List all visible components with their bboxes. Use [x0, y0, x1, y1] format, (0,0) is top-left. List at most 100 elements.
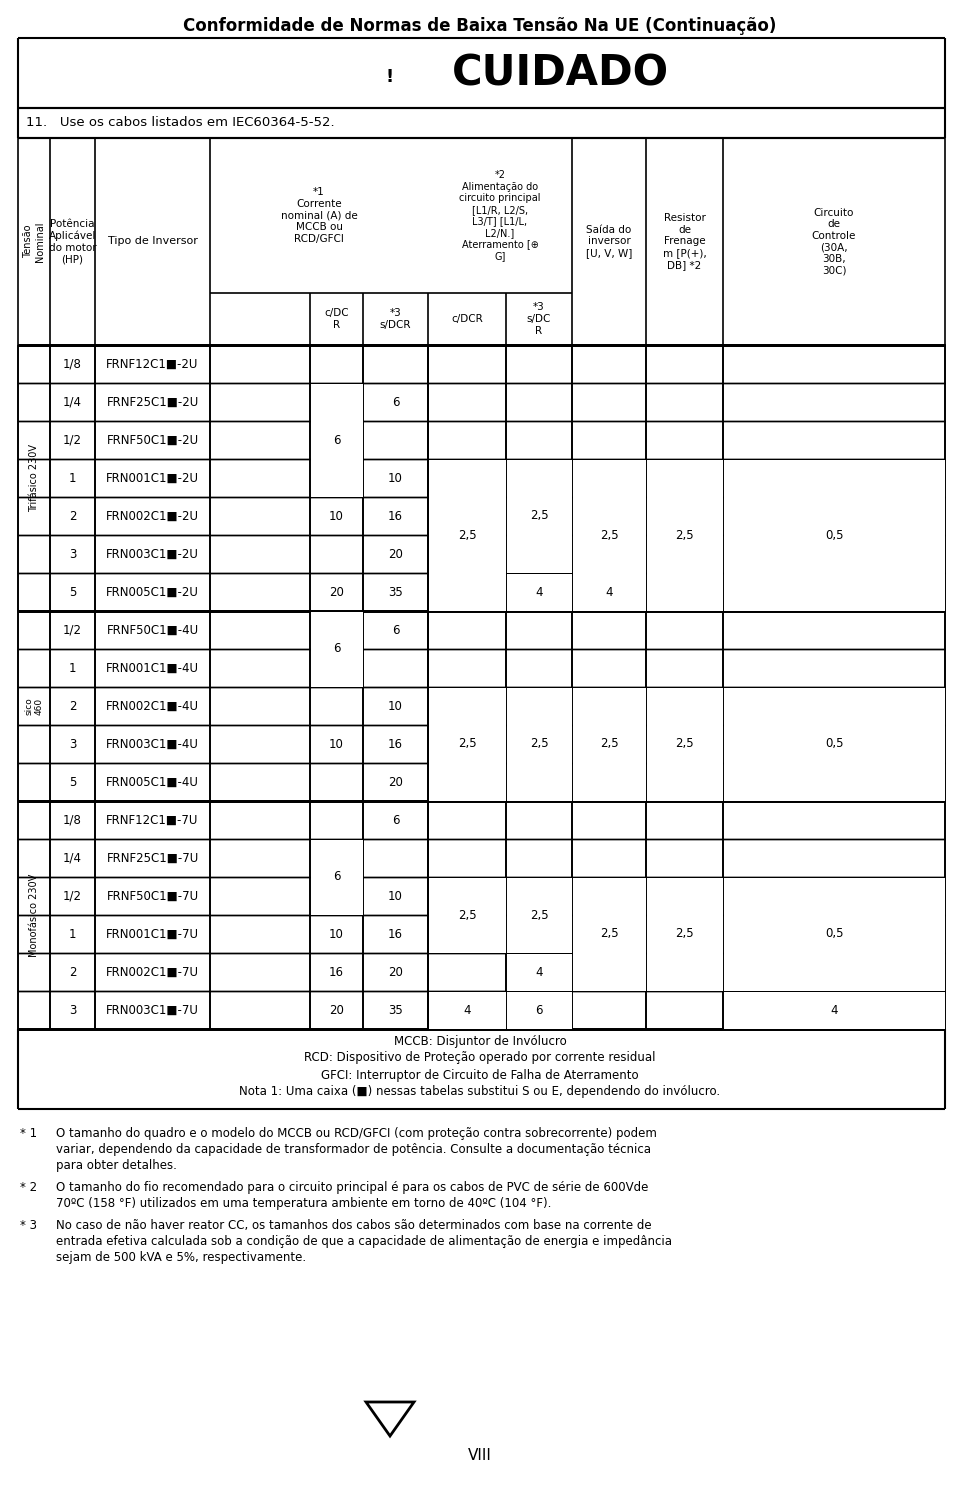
Text: 20: 20	[329, 585, 344, 598]
Text: 16: 16	[388, 509, 403, 523]
Text: 20: 20	[388, 775, 403, 789]
Bar	[310, 839, 363, 915]
Text: 10: 10	[329, 509, 344, 523]
Text: *3
s/DC
R: *3 s/DC R	[527, 303, 551, 336]
Text: 1/4: 1/4	[63, 395, 82, 408]
Text: 2,5: 2,5	[458, 890, 476, 903]
Bar	[428, 878, 506, 952]
Text: 4: 4	[605, 585, 612, 598]
Text: CUIDADO: CUIDADO	[451, 52, 668, 94]
Text: entrada efetiva calculada sob a condição de que a capacidade de alimentação de e: entrada efetiva calculada sob a condição…	[56, 1236, 672, 1247]
Text: 10: 10	[388, 890, 403, 903]
Text: 5: 5	[69, 585, 76, 598]
Text: Saída do
inversor
[U, V, W]: Saída do inversor [U, V, W]	[586, 224, 633, 258]
Text: 2,5: 2,5	[675, 738, 694, 750]
Text: 0,5: 0,5	[825, 738, 843, 750]
Text: 2,5: 2,5	[675, 928, 694, 940]
Bar	[310, 612, 363, 686]
Bar	[507, 688, 571, 800]
Text: *3
s/DCR: *3 s/DCR	[380, 309, 411, 330]
Text: 6: 6	[333, 643, 340, 655]
Text: FRNF12C1■-7U: FRNF12C1■-7U	[107, 814, 199, 827]
Text: para obter detalhes.: para obter detalhes.	[56, 1158, 177, 1172]
Text: 4: 4	[536, 585, 542, 598]
Text: 0,5: 0,5	[825, 699, 843, 713]
Text: 4: 4	[536, 965, 542, 979]
Text: 2: 2	[69, 699, 76, 713]
Text: 2,5: 2,5	[600, 529, 618, 542]
Text: Trifásico 230V: Trifásico 230V	[29, 444, 39, 512]
Text: FRNF25C1■-7U: FRNF25C1■-7U	[107, 851, 199, 864]
Text: 2,5: 2,5	[458, 529, 476, 542]
Text: FRN003C1■-2U: FRN003C1■-2U	[106, 548, 199, 560]
Text: Resistor
de
Frenage
m [P(+),
DB] *2: Resistor de Frenage m [P(+), DB] *2	[662, 214, 707, 270]
Text: 4: 4	[464, 1004, 470, 1017]
Text: 1/8: 1/8	[63, 358, 82, 370]
Bar	[646, 459, 723, 610]
Text: FRN005C1■-2U: FRN005C1■-2U	[106, 585, 199, 598]
Text: 0,5: 0,5	[825, 472, 843, 484]
Text: !: !	[386, 68, 394, 86]
Bar	[572, 573, 645, 610]
Text: 2,5: 2,5	[600, 472, 618, 484]
Text: 4: 4	[536, 965, 542, 979]
Text: 1: 1	[69, 661, 76, 674]
Text: FRN002C1■-2U: FRN002C1■-2U	[106, 509, 199, 523]
Bar	[507, 992, 571, 1029]
Text: Monofásico 230V: Monofásico 230V	[29, 873, 39, 956]
Text: Tensão
Nominal: Tensão Nominal	[23, 221, 45, 261]
Text: 10: 10	[329, 738, 344, 750]
Text: *1
Corrente
nominal (A) de
MCCB ou
RCD/GFCI: *1 Corrente nominal (A) de MCCB ou RCD/G…	[280, 187, 357, 244]
Text: 5: 5	[69, 775, 76, 789]
Bar	[724, 459, 945, 610]
Text: FRNF12C1■-2U: FRNF12C1■-2U	[107, 358, 199, 370]
Text: variar, dependendo da capacidade de transformador de potência. Consulte a docume: variar, dependendo da capacidade de tran…	[56, 1143, 651, 1155]
Text: 2,5: 2,5	[600, 928, 618, 940]
Bar	[572, 459, 645, 610]
Text: 2,5: 2,5	[458, 472, 476, 484]
Text: 2,5: 2,5	[530, 909, 548, 922]
Text: FRN005C1■-4U: FRN005C1■-4U	[106, 775, 199, 789]
Text: FRNF25C1■-2U: FRNF25C1■-2U	[107, 395, 199, 408]
Text: Nota 1: Uma caixa (■) nessas tabelas substitui S ou E, dependendo do invólucro.: Nota 1: Uma caixa (■) nessas tabelas sub…	[239, 1086, 721, 1099]
Bar	[428, 459, 506, 610]
Text: c/DCR: c/DCR	[451, 313, 483, 324]
Text: 2,5: 2,5	[675, 699, 694, 713]
Text: 1: 1	[69, 472, 76, 484]
Text: 4: 4	[605, 585, 612, 598]
Text: MCCB: Disjuntor de Invólucro: MCCB: Disjuntor de Invólucro	[394, 1035, 566, 1047]
Bar	[507, 953, 571, 990]
Text: sico
460: sico 460	[24, 696, 44, 714]
Text: 10: 10	[388, 472, 403, 484]
Text: 11.   Use os cabos listados em IEC60364-5-52.: 11. Use os cabos listados em IEC60364-5-…	[26, 116, 335, 129]
Text: FRN003C1■-7U: FRN003C1■-7U	[106, 1004, 199, 1017]
Text: 1/2: 1/2	[63, 434, 82, 447]
Text: 4: 4	[830, 1004, 838, 1017]
Text: 6: 6	[392, 395, 399, 408]
Text: GFCI: Interruptor de Circuito de Falha de Aterramento: GFCI: Interruptor de Circuito de Falha d…	[322, 1069, 638, 1081]
Text: 2,5: 2,5	[675, 890, 694, 903]
Text: 6: 6	[536, 1004, 542, 1017]
Text: 1/2: 1/2	[63, 890, 82, 903]
Text: 3: 3	[69, 548, 76, 560]
Text: 35: 35	[388, 1004, 403, 1017]
Text: 20: 20	[329, 1004, 344, 1017]
Bar	[428, 688, 506, 800]
Text: No caso de não haver reator CC, os tamanhos dos cabos são determinados com base : No caso de não haver reator CC, os taman…	[56, 1219, 652, 1233]
Text: FRNF50C1■-2U: FRNF50C1■-2U	[107, 434, 199, 447]
Text: sejam de 500 kVA e 5%, respectivamente.: sejam de 500 kVA e 5%, respectivamente.	[56, 1250, 306, 1264]
Text: * 2: * 2	[20, 1181, 37, 1194]
Text: 0,5: 0,5	[825, 890, 843, 903]
Text: c/DC
R: c/DC R	[324, 309, 348, 330]
Text: 4: 4	[464, 1004, 470, 1017]
Text: 16: 16	[329, 965, 344, 979]
Text: 2: 2	[69, 509, 76, 523]
Text: FRN001C1■-2U: FRN001C1■-2U	[106, 472, 199, 484]
Text: Potência
Aplicável
do motor
(HP): Potência Aplicável do motor (HP)	[49, 218, 96, 264]
Text: 70ºC (158 °F) utilizados em uma temperatura ambiente em torno de 40ºC (104 °F).: 70ºC (158 °F) utilizados em uma temperat…	[56, 1197, 551, 1210]
Text: 2,5: 2,5	[600, 738, 618, 750]
Text: FRNF50C1■-7U: FRNF50C1■-7U	[107, 890, 199, 903]
Text: 2,5: 2,5	[530, 699, 548, 713]
Text: FRN002C1■-7U: FRN002C1■-7U	[106, 965, 199, 979]
Text: 2,5: 2,5	[530, 890, 548, 903]
